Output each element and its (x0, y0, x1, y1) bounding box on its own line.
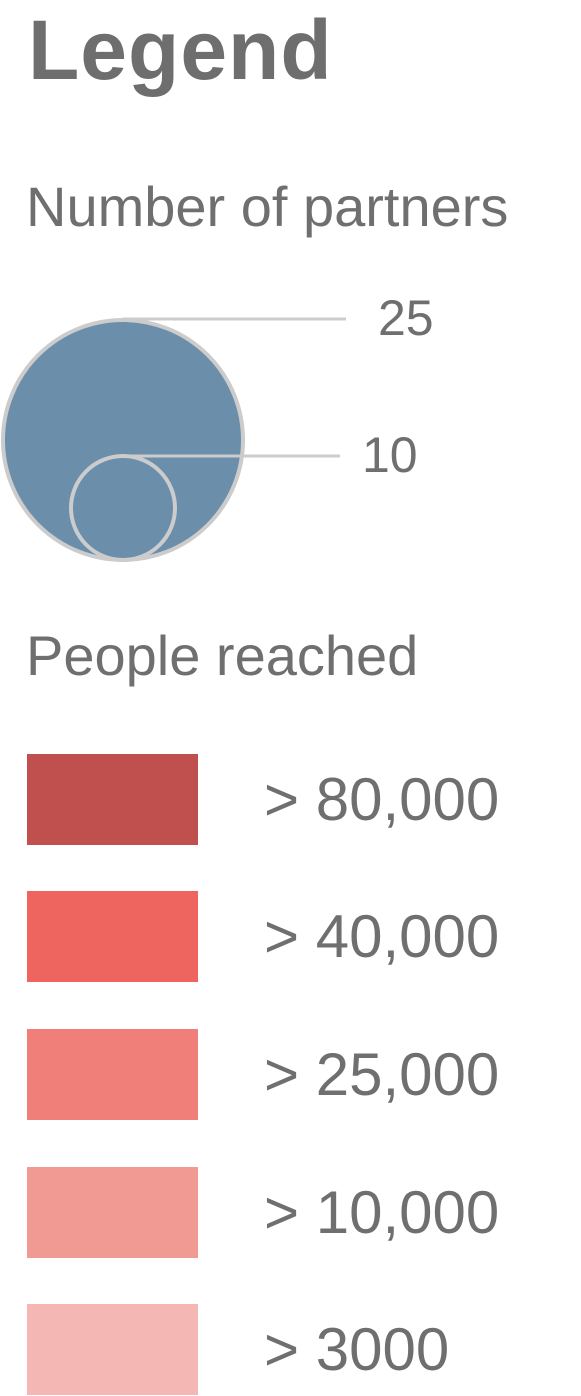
bubble-label-10: 10 (362, 427, 418, 483)
partners-heading: Number of partners (26, 175, 509, 238)
color-swatch (27, 1167, 198, 1258)
color-swatch (27, 1029, 198, 1120)
people-legend-item: > 40,000 (0, 891, 581, 983)
legend-title: Legend (28, 3, 333, 97)
people-legend-item: > 80,000 (0, 754, 581, 846)
partners-bubble-legend (1, 317, 346, 562)
color-swatch-label: > 10,000 (264, 1179, 500, 1246)
people-legend-item: > 10,000 (0, 1167, 581, 1259)
bubble-25 (1, 318, 245, 562)
color-swatch-label: > 3000 (264, 1316, 450, 1383)
color-swatch (27, 754, 198, 845)
color-swatch (27, 1304, 198, 1395)
people-legend-item: > 25,000 (0, 1029, 581, 1121)
color-swatch (27, 891, 198, 982)
bubble-label-25: 25 (378, 290, 434, 346)
color-swatch-label: > 25,000 (264, 1041, 500, 1108)
color-swatch-label: > 40,000 (264, 903, 500, 970)
people-legend-item: > 3000 (0, 1304, 581, 1396)
people-heading: People reached (26, 624, 419, 687)
color-swatch-label: > 80,000 (264, 766, 500, 833)
